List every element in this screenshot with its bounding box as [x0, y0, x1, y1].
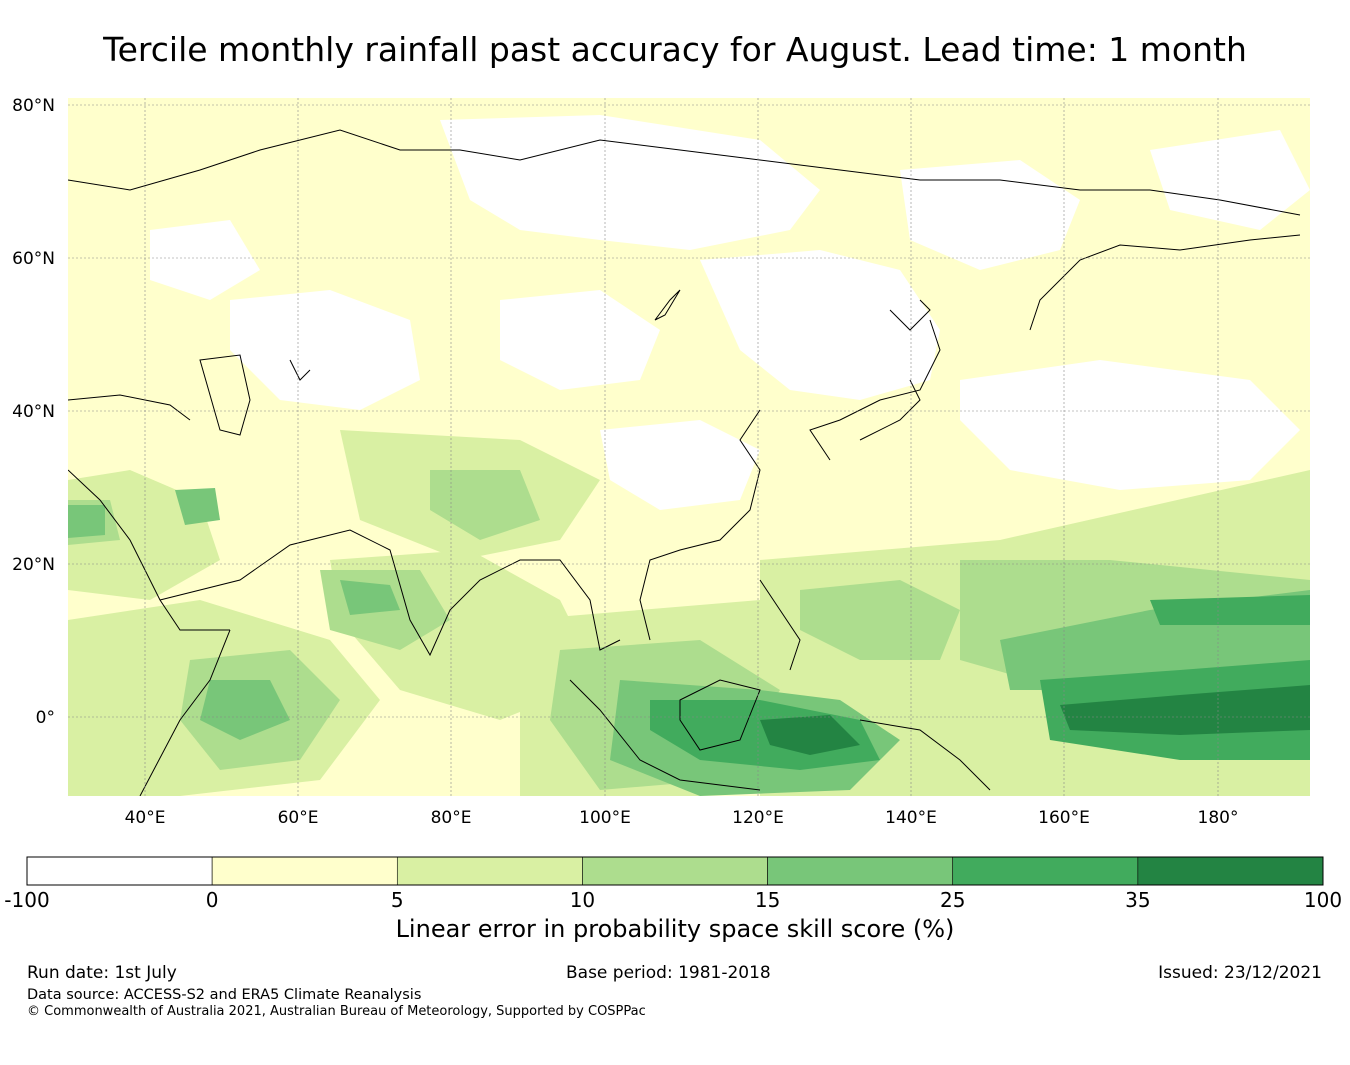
- colorbar-tick-label: -100: [4, 888, 49, 912]
- lat-label-80n: 80°N: [12, 96, 55, 116]
- colorbar-tick-label: 10: [570, 888, 595, 912]
- colorbar-tick-label: 5: [391, 888, 404, 912]
- very-high-skill-patches: [760, 685, 1310, 755]
- colorbar-segment: [211, 856, 398, 886]
- colorbar-segment: [396, 856, 583, 886]
- lon-label-80e: 80°E: [431, 808, 472, 828]
- colorbar-segments: [26, 856, 1324, 886]
- colorbar-tick-label: 15: [755, 888, 780, 912]
- colorbar-segment: [1137, 856, 1324, 886]
- lat-label-60n: 60°N: [12, 249, 55, 269]
- colorbar-tick-label: 0: [206, 888, 219, 912]
- lon-label-160e: 160°E: [1038, 808, 1090, 828]
- colorbar-tick-label: 25: [940, 888, 965, 912]
- negative-skill-patches: [150, 115, 1310, 510]
- gridlines: [68, 98, 1310, 796]
- lon-label-180: 180°: [1198, 808, 1239, 828]
- colorbar-label: Linear error in probability space skill …: [395, 915, 955, 943]
- colorbar-segment: [582, 856, 768, 886]
- lat-label-40n: 40°N: [12, 402, 55, 422]
- colorbar-border: [26, 856, 1324, 886]
- colorbar-tick-label: 100: [1304, 888, 1342, 912]
- coastlines: [68, 129, 1301, 796]
- copyright: © Commonwealth of Australia 2021, Austra…: [27, 1004, 646, 1019]
- issued-date: Issued: 23/12/2021: [1158, 963, 1322, 983]
- colorbar-ticks: -100 0 5 10 15 25 35 100: [4, 888, 1342, 912]
- lon-label-60e: 60°E: [278, 808, 319, 828]
- lon-label-120e: 120°E: [732, 808, 784, 828]
- skill-field: [68, 98, 1310, 796]
- colorbar: -100 0 5 10 15 25 35 100: [4, 856, 1342, 912]
- base-period: Base period: 1981-2018: [566, 963, 771, 983]
- map-title: Tercile monthly rainfall past accuracy f…: [103, 30, 1247, 69]
- colorbar-segment: [952, 856, 1139, 886]
- colorbar-tick-label: 35: [1125, 888, 1150, 912]
- run-date: Run date: 1st July: [27, 963, 177, 983]
- data-source: Data source: ACCESS-S2 and ERA5 Climate …: [27, 987, 422, 1003]
- lat-label-0: 0°: [36, 708, 55, 728]
- skill-map: 80°N 60°N 40°N 20°N 0° 40°E 60°E 80°E 10…: [12, 96, 1310, 828]
- lat-label-20n: 20°N: [12, 555, 55, 575]
- lon-label-140e: 140°E: [885, 808, 937, 828]
- colorbar-segment: [26, 856, 213, 886]
- lon-label-40e: 40°E: [125, 808, 166, 828]
- lon-label-100e: 100°E: [579, 808, 631, 828]
- colorbar-segment: [767, 856, 954, 886]
